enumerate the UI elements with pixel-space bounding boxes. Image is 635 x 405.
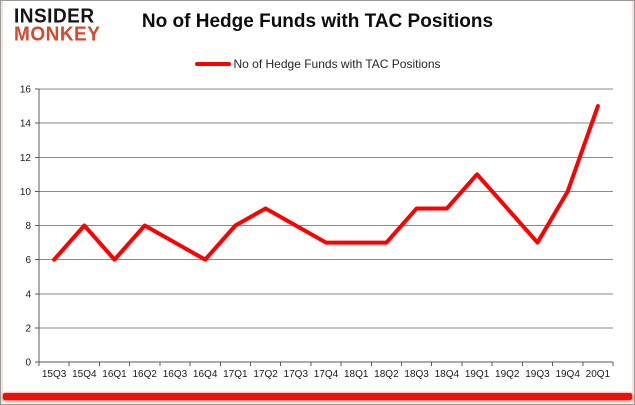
line-chart: 0 2 4 6 8 10 12 14 16 15Q3 15Q4 16Q1 16Q2 16Q3 16Q4 17Q… [20,85,614,380]
y-tick-label: 4 [25,289,31,300]
x-tick-label: 19Q1 [465,369,490,380]
x-tick-label: 16Q4 [193,369,218,380]
x-tick-label: 18Q3 [404,369,429,380]
legend-line-marker [194,62,231,66]
chart-legend: No of Hedge Funds with TAC Positions [1,57,634,71]
y-tick-label: 10 [20,187,32,198]
x-tick-label: 18Q1 [344,369,369,380]
x-tick-label: 19Q2 [495,369,520,380]
x-tick-label: 19Q4 [555,369,580,380]
y-tick-label: 16 [20,85,32,96]
x-tick-label: 15Q3 [42,369,67,380]
series-line-tac [52,104,600,262]
x-tick-label: 16Q2 [133,369,158,380]
chart-title: No of Hedge Funds with TAC Positions [141,11,494,32]
x-tick-label: 17Q2 [253,369,278,380]
brand-red-bar [3,393,632,400]
y-tick-label: 0 [25,358,31,369]
x-tick-label: 18Q2 [374,369,399,380]
x-tick-label: 19Q3 [525,369,550,380]
x-tick-label: 15Q4 [72,369,97,380]
logo-monkey-text: MONKEY [14,23,101,46]
logo-insider-text: INSIDER [14,5,95,28]
x-axis-labels: 15Q3 15Q4 16Q1 16Q2 16Q3 16Q4 17Q1 17Q2 17Q3 17Q4… [38,362,614,380]
x-tick-label: 17Q3 [284,369,309,380]
y-tick-label: 6 [25,255,31,266]
x-tick-label: 16Q3 [163,369,188,380]
y-tick-label: 12 [20,153,32,164]
y-tick-label: 14 [20,119,32,130]
insider-monkey-logo: INSIDER MONKEY [14,5,101,46]
gridlines [39,88,613,329]
x-tick-label: 17Q1 [223,369,248,380]
x-tick-label: 16Q1 [102,369,127,380]
x-tick-label: 20Q1 [586,369,611,380]
y-tick-label: 8 [25,221,31,232]
y-tick-label: 2 [25,323,31,334]
x-tick-label: 17Q4 [314,369,339,380]
y-axis-labels: 0 2 4 6 8 10 12 14 16 [20,85,39,369]
x-tick-label: 18Q4 [435,369,460,380]
legend-label: No of Hedge Funds with TAC Positions [233,57,441,71]
